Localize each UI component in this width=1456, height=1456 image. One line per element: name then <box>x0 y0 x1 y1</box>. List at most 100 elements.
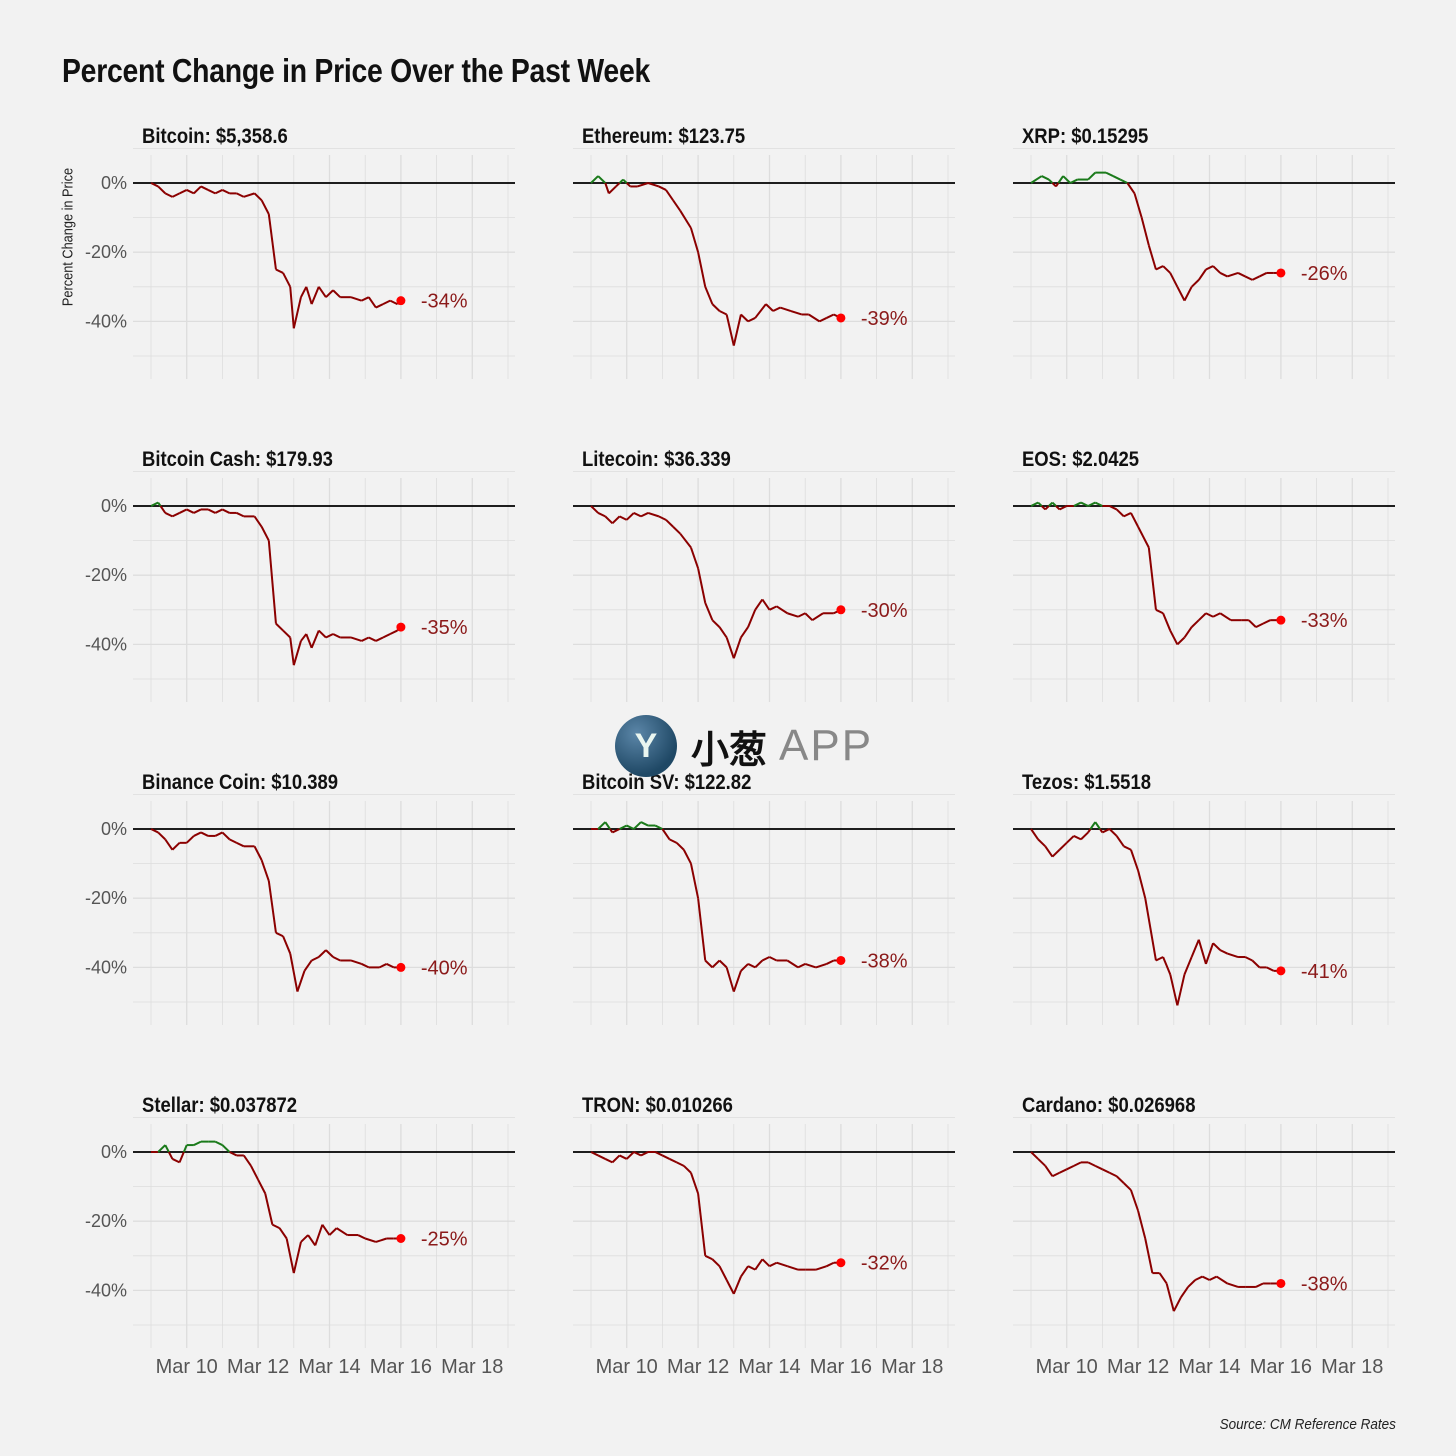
series-segment <box>1130 849 1140 871</box>
series-segment <box>804 962 817 969</box>
panel-tezos: Tezos: $1.5518 -41% <box>1013 771 1395 1025</box>
series-segment <box>367 296 377 309</box>
end-point <box>1276 615 1286 625</box>
series-segment <box>697 251 707 288</box>
series-segment <box>178 1151 185 1163</box>
end-label: -35% <box>421 617 468 639</box>
panel-bitcoin: Bitcoin: $5,358.6 0% -20% -40% -34% <box>85 125 515 379</box>
series-segment <box>719 310 728 316</box>
series-segment <box>732 970 742 992</box>
series-segment <box>1251 275 1260 281</box>
series-segment <box>332 956 341 962</box>
series-segment <box>669 838 678 844</box>
series-segment <box>1147 547 1157 610</box>
end-label: -32% <box>861 1253 908 1275</box>
series-segment <box>267 214 277 270</box>
series-segment <box>1183 626 1193 639</box>
series-segment <box>257 1179 267 1194</box>
series-segment <box>157 501 162 507</box>
series-segment <box>1227 1282 1239 1288</box>
series-segment <box>1137 526 1150 548</box>
series-segment <box>633 512 642 518</box>
panel-title: Ethereum: $123.75 <box>582 125 745 148</box>
series-segment <box>718 626 728 639</box>
series-segment <box>704 602 714 621</box>
panel-ethereum: Ethereum: $123.75 -39% <box>573 125 955 379</box>
series-segment <box>654 1151 663 1157</box>
series-segment <box>361 963 370 969</box>
series-segment <box>772 306 781 312</box>
series-segment <box>626 824 635 830</box>
series-segment <box>1123 512 1132 518</box>
series-segment <box>1262 619 1271 625</box>
series-segment <box>364 1237 377 1243</box>
panel-title: Litecoin: $36.339 <box>582 448 731 471</box>
x-tick-label: Mar 16 <box>810 1356 872 1378</box>
panel-title: Bitcoin SV: $122.82 <box>582 771 751 794</box>
series-segment <box>1109 1171 1118 1178</box>
series-segment <box>690 227 700 253</box>
series-segment <box>310 630 320 649</box>
series-segment <box>150 828 159 834</box>
end-point <box>1276 966 1286 976</box>
series-segment <box>790 310 802 316</box>
series-segment <box>769 605 778 611</box>
series-segment <box>769 1261 778 1268</box>
series-segment <box>672 199 682 212</box>
series-segment <box>754 598 764 611</box>
series-segment <box>658 185 667 191</box>
series-segment <box>303 959 313 972</box>
series-segment <box>375 1237 387 1243</box>
x-tick-label: Mar 10 <box>596 1356 658 1378</box>
y-tick-label: -20% <box>85 565 127 585</box>
series-segment <box>1059 505 1068 511</box>
series-segment <box>260 859 270 882</box>
series-segment <box>386 963 395 969</box>
series-segment <box>815 962 827 969</box>
series-segment <box>275 931 284 938</box>
series-segment <box>1048 501 1054 507</box>
x-tick-label: Mar 12 <box>227 1356 289 1378</box>
end-label: -39% <box>861 308 908 330</box>
series-segment <box>1187 1279 1196 1288</box>
series-segment <box>1165 1283 1175 1312</box>
series-segment <box>704 959 714 969</box>
series-segment <box>221 1144 231 1153</box>
series-segment <box>654 824 663 830</box>
panel-title: TRON: $0.010266 <box>582 1094 733 1117</box>
series-segment <box>732 637 742 659</box>
series-segment <box>282 272 292 288</box>
series-segment <box>1123 845 1132 851</box>
series-segment <box>1248 619 1257 628</box>
series-segment <box>604 1158 613 1164</box>
series-segment <box>1066 835 1075 844</box>
series-segment <box>1205 265 1214 271</box>
series-segment <box>325 633 334 639</box>
series-segment <box>1137 870 1147 899</box>
series-segment <box>1176 636 1186 646</box>
series-segment <box>786 959 799 969</box>
series-segment <box>1094 501 1103 507</box>
series-segment <box>640 512 649 518</box>
series-segment <box>797 612 806 618</box>
series-segment <box>1069 178 1078 184</box>
series-segment <box>697 1193 707 1256</box>
series-segment <box>665 189 674 201</box>
series-segment <box>193 1140 202 1146</box>
series-segment <box>1037 838 1046 848</box>
series-segment <box>1101 828 1110 834</box>
series-segment <box>307 1234 317 1246</box>
series-segment <box>1130 1189 1140 1212</box>
x-tick-label: Mar 16 <box>1250 1356 1312 1378</box>
series-segment <box>1155 956 1164 962</box>
series-segment <box>1219 612 1232 622</box>
series-segment <box>1183 286 1193 302</box>
panel-eos: EOS: $2.0425 -33% <box>1013 448 1395 702</box>
series-segment <box>704 1254 713 1261</box>
series-segment <box>697 568 707 604</box>
series-segment <box>1094 821 1101 830</box>
series-segment <box>597 1154 606 1160</box>
series-segment <box>1155 265 1164 271</box>
series-segment <box>318 629 327 639</box>
series-segment <box>1130 512 1139 528</box>
